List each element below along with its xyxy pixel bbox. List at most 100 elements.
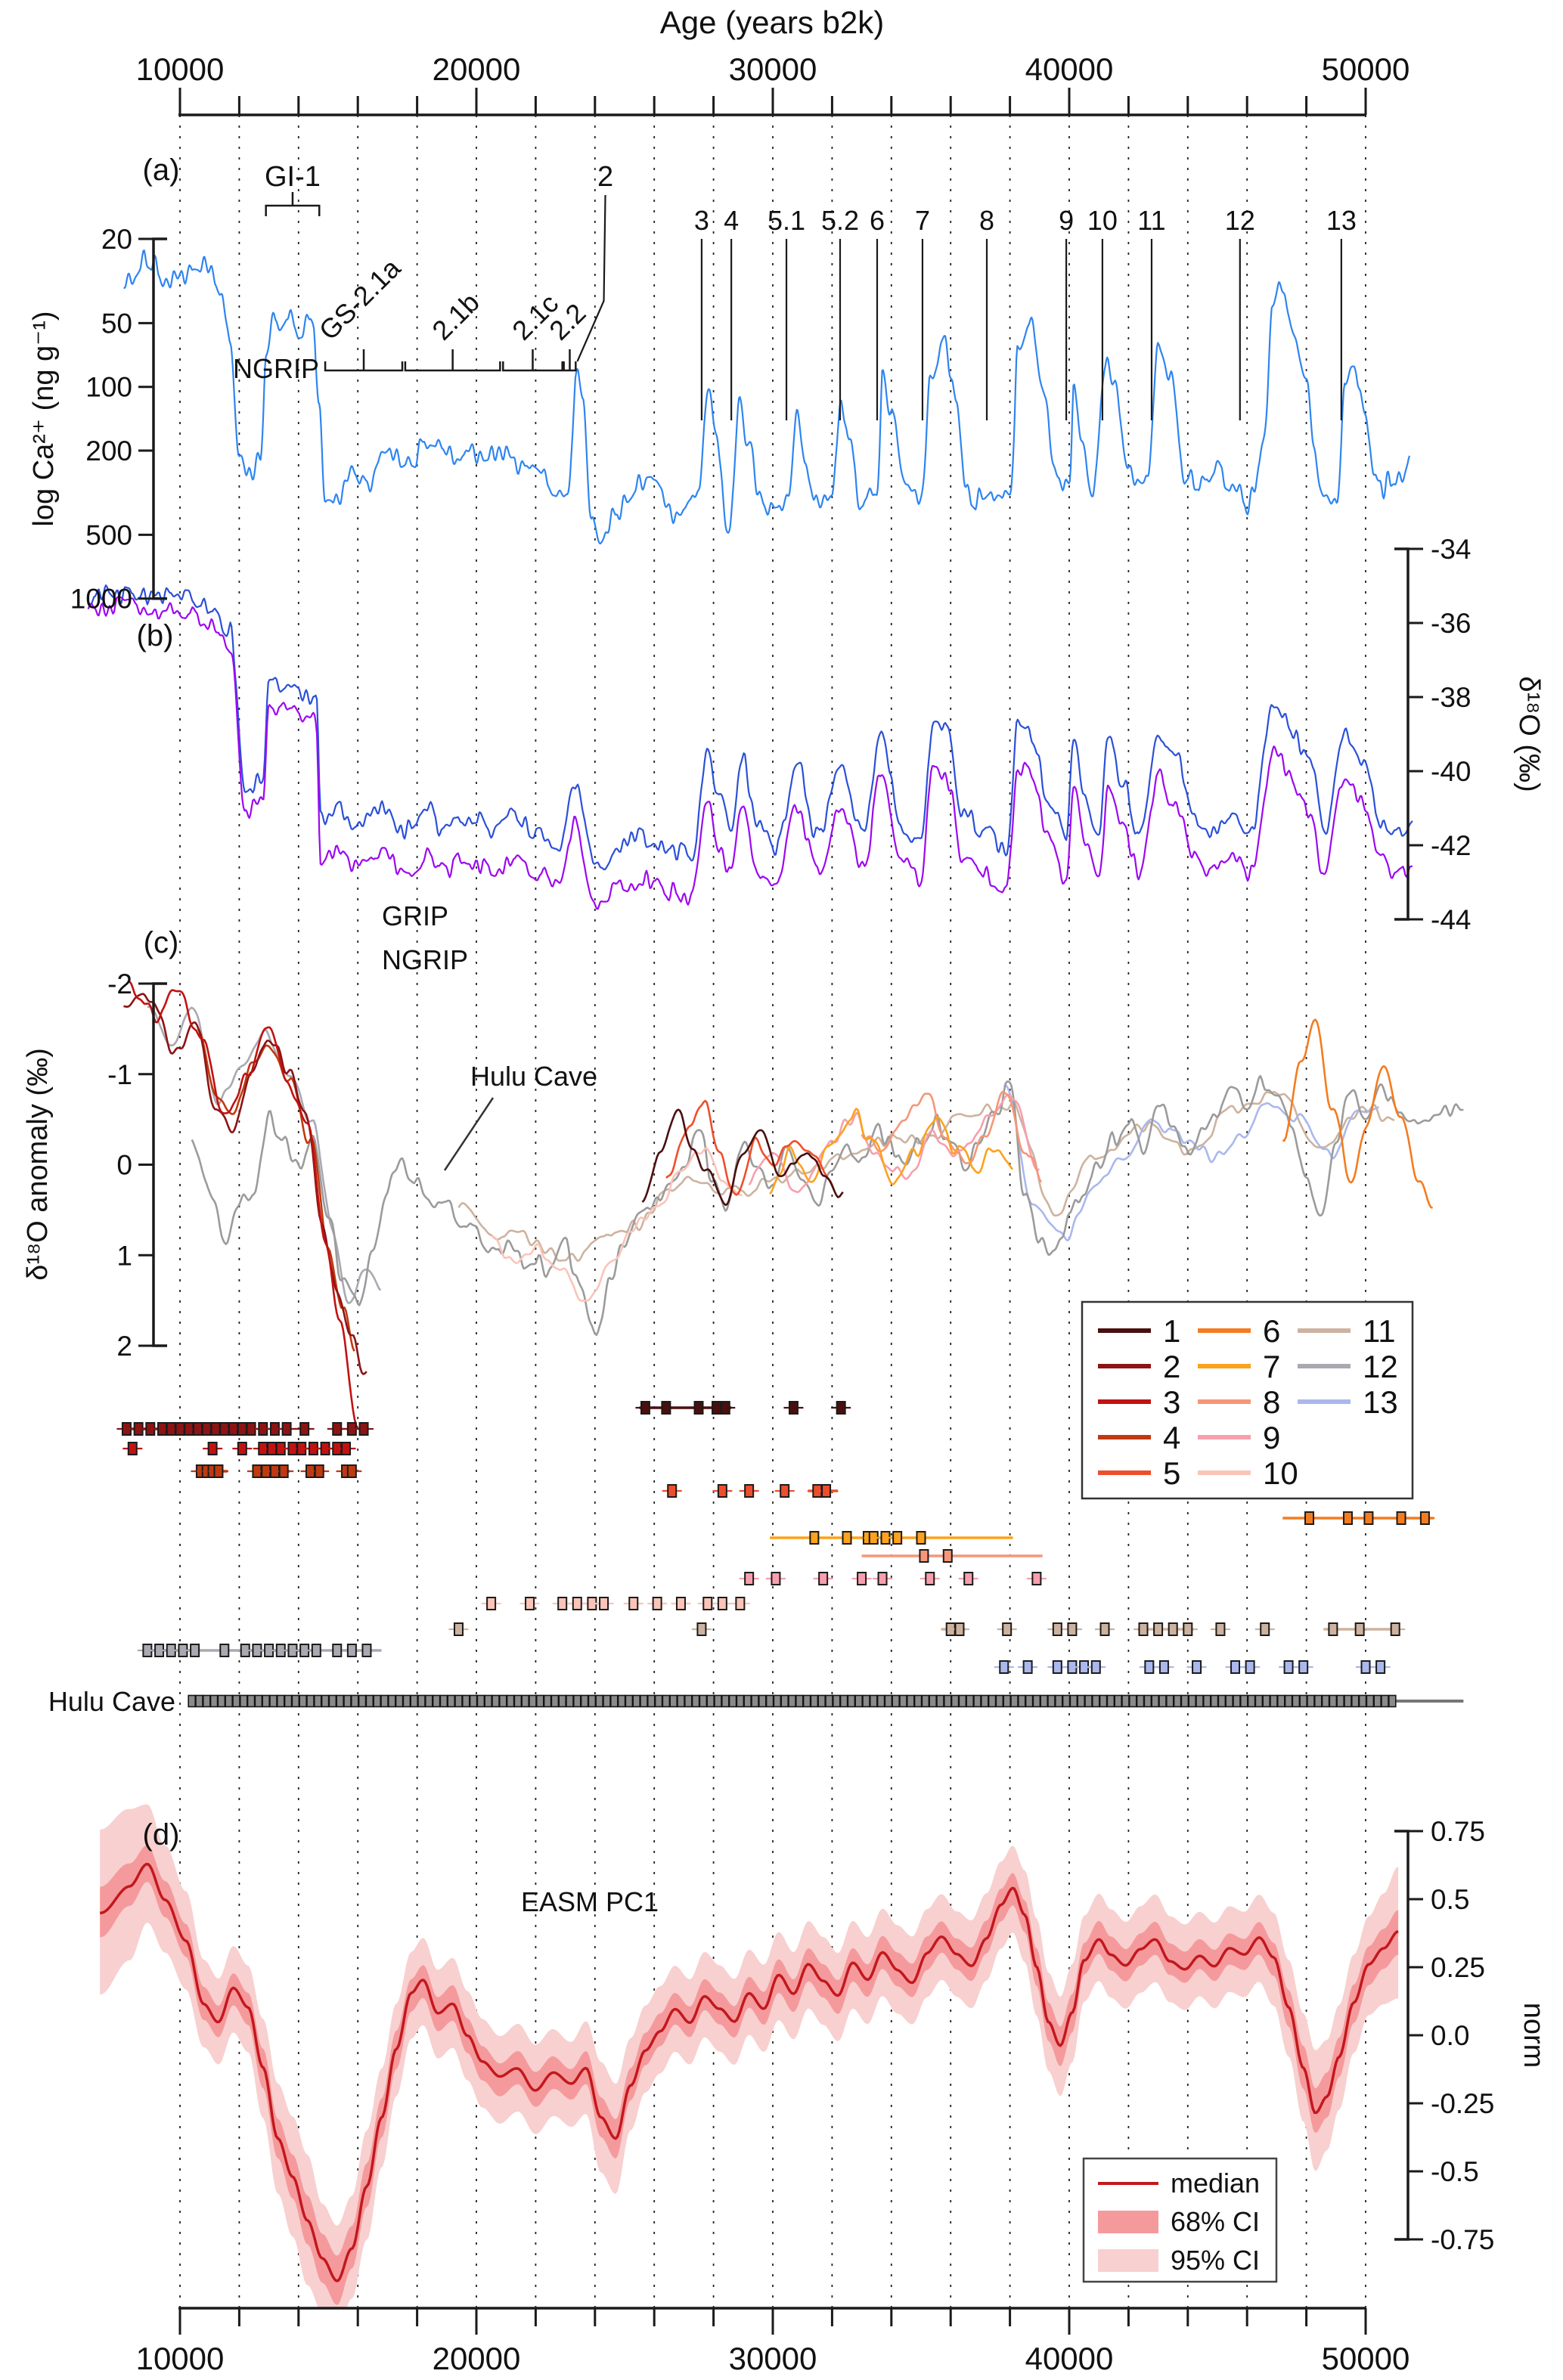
marker-row-hulu-marker [1032,1694,1041,1708]
record-11-curve [457,1090,1395,1262]
marker-row-hulu-marker [1270,1694,1278,1708]
marker-row-hulu-marker [566,1694,574,1708]
marker-row-hulu-marker [1329,1694,1338,1708]
marker-row-hulu-marker [284,1694,293,1708]
marker-row-hulu-marker [380,1694,389,1708]
marker-row-hulu-marker [439,1694,448,1708]
bottom-axis-ticklabel-20000: 20000 [433,2341,521,2376]
panel-b-axis-ticklabel--42: -42 [1431,830,1471,861]
marker-row-hulu-marker [647,1694,656,1708]
marker-row-1-marker [836,1401,846,1415]
marker-row-hulu-marker [677,1694,685,1708]
marker-row-hulu-marker [558,1694,566,1708]
top-axis-ticklabel-40000: 40000 [1025,51,1114,87]
marker-row-hulu-marker [550,1694,560,1708]
record-3-curve [129,981,359,1429]
legend-c-label-13: 13 [1363,1384,1398,1420]
record-6-curve [1282,1018,1433,1209]
marker-row-hulu-marker [447,1694,455,1708]
marker-row-3-marker [341,1442,352,1455]
marker-row-hulu-marker [588,1694,597,1708]
marker-row-hulu-marker [936,1694,944,1708]
marker-row-hulu-marker [1121,1694,1130,1708]
marker-row-hulu-marker [417,1694,426,1708]
marker-row-hulu-marker [424,1694,433,1708]
marker-row-hulu-marker [973,1694,982,1708]
marker-row-hulu-marker [247,1694,256,1708]
marker-row-hulu-marker [543,1694,552,1708]
legend-c-label-9: 9 [1263,1420,1280,1455]
panel-a-axis-ticklabel-500: 500 [85,519,132,550]
marker-row-hulu-marker [609,1694,619,1708]
marker-row-hulu-marker [595,1694,603,1708]
legend-d-label-median: median [1171,2168,1260,2199]
marker-row-hulu-marker [662,1694,671,1708]
hulu-cave-row-label: Hulu Cave [48,1686,175,1717]
marker-row-hulu-marker [580,1694,589,1708]
marker-row-hulu-marker [492,1694,500,1708]
marker-row-hulu-marker [817,1694,826,1708]
marker-row-hulu-marker [1373,1694,1382,1708]
marker-row-hulu-marker [728,1694,737,1708]
marker-row-hulu-marker [929,1694,937,1708]
marker-row-11-marker [1168,1622,1178,1636]
marker-row-hulu-marker [572,1694,581,1708]
marker-row-13-marker [1090,1660,1101,1674]
easm-pc1-series-label: EASM PC1 [521,1886,659,1917]
panel-a-curves [123,249,1411,545]
legend-c-label-1: 1 [1163,1313,1180,1349]
dating-marker-rows [116,1401,1464,1708]
marker-row-10-marker [717,1597,727,1610]
marker-row-hulu-marker [262,1694,270,1708]
panel-c-axis-ticklabel-0: 0 [116,1150,132,1181]
marker-row-hulu-marker [291,1694,300,1708]
marker-row-1-marker [693,1401,704,1415]
record-7-curve [769,1108,1014,1195]
marker-row-hulu-marker [1321,1694,1330,1708]
panel-b-label: (b) [137,619,174,652]
marker-row-hulu-marker [1062,1694,1071,1708]
marker-row-hulu-marker [899,1694,907,1708]
marker-row-hulu-marker [1225,1694,1233,1708]
marker-row-hulu-marker [1091,1694,1100,1708]
marker-row-hulu-marker [410,1694,418,1708]
marker-row-10-marker [702,1597,713,1610]
marker-row-13 [994,1660,1391,1674]
marker-row-11-marker [696,1622,707,1636]
marker-row-5 [662,1484,839,1498]
panel-b-axis-title: δ¹⁸O (‰) [1513,676,1545,792]
x-axis-title: Age (years b2k) [660,5,884,40]
marker-row-hulu-marker [854,1694,863,1708]
marker-row-hulu-marker [1040,1694,1048,1708]
record-4-curve [197,1028,355,1352]
marker-row-1-marker [640,1401,650,1415]
marker-row-6-marker [1363,1511,1374,1525]
marker-row-12 [137,1644,382,1657]
panel-b-axis-ticklabel--44: -44 [1431,904,1471,935]
marker-row-9-marker [877,1572,888,1585]
marker-row-hulu-marker [691,1694,700,1708]
marker-row-hulu-marker [1254,1694,1264,1708]
marker-row-hulu-marker [1165,1694,1174,1708]
marker-row-5-marker [667,1484,678,1498]
panel-b-axis-ticklabel--34: -34 [1431,534,1471,565]
bottom-axis-ticklabel-30000: 30000 [729,2341,817,2376]
panel-c-axis-title: δ¹⁸O anomaly (‰) [22,1048,54,1280]
gi-label-7: 7 [915,205,930,236]
grip-d18o-curve [87,584,1413,871]
marker-row-11-marker [1138,1622,1149,1636]
top-axis-ticklabel-10000: 10000 [136,51,225,87]
record-1-curve [641,1108,844,1207]
marker-row-hulu-marker [1336,1694,1344,1708]
grip-series-label: GRIP [382,900,448,931]
panel-b-curves [87,584,1413,910]
legend-c-label-7: 7 [1263,1349,1280,1384]
marker-row-4-marker [346,1464,357,1478]
legend-c-label-3: 3 [1163,1384,1180,1420]
record-10-curve [491,1147,743,1302]
marker-row-13-marker [1360,1660,1371,1674]
marker-row-5-marker [780,1484,790,1498]
marker-row-hulu-marker [640,1694,648,1708]
panel-d-axis-ticklabel-0.0: 0.0 [1431,2020,1469,2051]
